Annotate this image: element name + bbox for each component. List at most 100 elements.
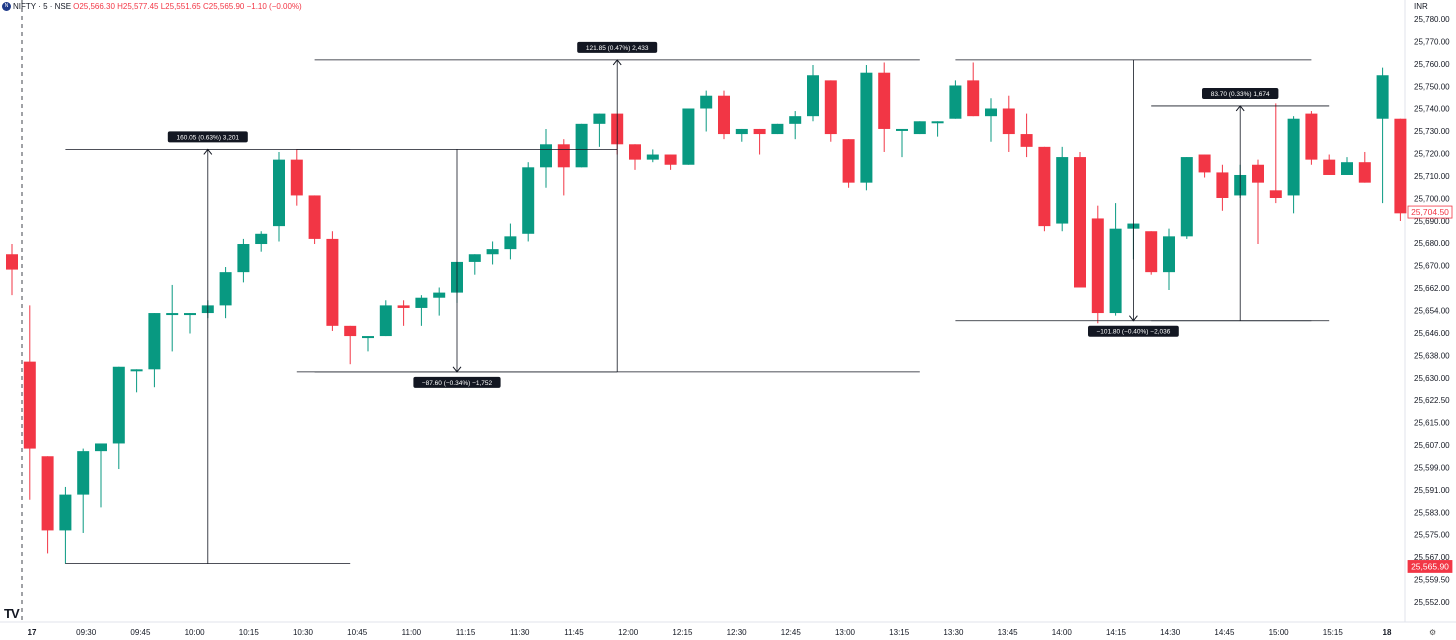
candle-body[interactable]: [718, 95, 730, 135]
candle-body[interactable]: [540, 144, 552, 168]
x-tick-label: 09:45: [130, 628, 151, 637]
candle-body[interactable]: [130, 369, 143, 372]
candle-body[interactable]: [1074, 157, 1086, 288]
candle-body[interactable]: [682, 108, 695, 165]
candle-body[interactable]: [753, 128, 766, 135]
candle-body[interactable]: [1198, 154, 1211, 173]
candle-body[interactable]: [1091, 218, 1104, 314]
candle-body[interactable]: [326, 238, 339, 326]
candle-body[interactable]: [290, 159, 303, 196]
candle-body[interactable]: [237, 244, 250, 273]
candle-body[interactable]: [1394, 118, 1407, 214]
candle-body[interactable]: [308, 195, 321, 239]
measure-label-box[interactable]: [1202, 87, 1279, 99]
candle-body[interactable]: [789, 116, 802, 124]
candle-body[interactable]: [255, 233, 268, 245]
tradingview-logo-icon[interactable]: TV: [4, 606, 20, 621]
candle-body[interactable]: [575, 123, 588, 168]
candle-body[interactable]: [184, 313, 196, 316]
candle-body[interactable]: [967, 80, 980, 117]
candle-body[interactable]: [6, 254, 18, 270]
candle-body[interactable]: [557, 144, 570, 168]
candle-body[interactable]: [1216, 172, 1229, 198]
candle-body[interactable]: [59, 494, 72, 531]
candle-body[interactable]: [504, 236, 517, 250]
candle-body[interactable]: [1269, 190, 1282, 198]
candle-body[interactable]: [219, 272, 232, 306]
candle-body[interactable]: [629, 144, 641, 160]
candle-body[interactable]: [362, 336, 374, 339]
candle-body[interactable]: [1305, 113, 1318, 160]
candle-body[interactable]: [486, 249, 499, 255]
candle-body[interactable]: [913, 121, 926, 135]
candle-body[interactable]: [1109, 228, 1122, 314]
candle-body[interactable]: [344, 325, 357, 337]
price-tag[interactable]: [1407, 205, 1453, 219]
y-tick-label: 25,760.00: [1414, 60, 1450, 69]
candle-body[interactable]: [1341, 162, 1353, 175]
candle-body[interactable]: [1358, 162, 1371, 183]
measure-label-box[interactable]: [413, 376, 501, 388]
candle-body[interactable]: [148, 313, 161, 370]
candle-body[interactable]: [23, 361, 36, 449]
candle-body[interactable]: [273, 159, 285, 227]
gear-icon[interactable]: ⚙: [1429, 628, 1437, 637]
y-tick-label: 25,552.00: [1414, 598, 1450, 607]
candle-body[interactable]: [95, 443, 107, 452]
candle-body[interactable]: [824, 80, 837, 135]
y-tick-label: 25,654.00: [1414, 307, 1450, 316]
candle-body[interactable]: [468, 254, 481, 262]
price-tag-label: 25,565.90: [1411, 561, 1449, 571]
candle-body[interactable]: [664, 154, 677, 165]
x-tick-label: 14:15: [1106, 628, 1127, 637]
x-tick-label: 14:00: [1052, 628, 1073, 637]
candle-body[interactable]: [807, 75, 819, 117]
chart-header: N NIFTY · 5 · NSE O25,566.30 H25,577.45 …: [2, 2, 302, 11]
candle-body[interactable]: [842, 139, 855, 183]
currency-label: INR: [1414, 2, 1428, 11]
candle-body[interactable]: [593, 113, 606, 124]
candle-body[interactable]: [1145, 231, 1158, 273]
candle-body[interactable]: [397, 305, 410, 308]
candle-body[interactable]: [41, 456, 54, 531]
measure-arrow-head: [612, 59, 622, 66]
x-tick-label: 11:45: [564, 628, 584, 637]
candle-body[interactable]: [1163, 236, 1175, 273]
candle-body[interactable]: [646, 154, 659, 160]
symbol-badge[interactable]: N: [2, 2, 11, 11]
candle-body[interactable]: [1252, 164, 1264, 183]
candle-body[interactable]: [1020, 134, 1033, 147]
y-tick-label: 25,591.00: [1414, 486, 1450, 495]
candle-body[interactable]: [860, 72, 873, 183]
candle-body[interactable]: [1180, 157, 1193, 237]
candle-body[interactable]: [522, 167, 535, 234]
candle-body[interactable]: [77, 451, 90, 495]
candle-body[interactable]: [1056, 157, 1069, 224]
candle-body[interactable]: [379, 305, 392, 337]
measure-label-box[interactable]: [1088, 325, 1179, 337]
candle-body[interactable]: [1038, 146, 1051, 227]
candle-body[interactable]: [985, 108, 997, 117]
candle-body[interactable]: [433, 292, 446, 298]
candle-body[interactable]: [166, 313, 179, 316]
candle-body[interactable]: [896, 128, 908, 131]
candle-body[interactable]: [878, 72, 891, 129]
price-tag[interactable]: [1407, 560, 1453, 573]
candle-body[interactable]: [931, 121, 944, 124]
candle-body[interactable]: [735, 128, 748, 135]
candle-body[interactable]: [1323, 159, 1336, 175]
candle-body[interactable]: [1376, 75, 1389, 119]
candle-body[interactable]: [700, 95, 713, 109]
candle-body[interactable]: [112, 366, 125, 444]
candle-body[interactable]: [1287, 118, 1300, 196]
y-tick-label: 25,670.00: [1414, 262, 1450, 271]
candle-body[interactable]: [1002, 108, 1015, 135]
candle-body[interactable]: [771, 123, 784, 135]
symbol-title[interactable]: NIFTY · 5 · NSE: [13, 2, 72, 11]
candle-body[interactable]: [949, 85, 962, 119]
candle-body[interactable]: [415, 297, 428, 308]
measure-arrow-head: [1235, 105, 1245, 112]
measure-label-box[interactable]: [577, 41, 658, 53]
measure-label-box[interactable]: [167, 131, 248, 143]
